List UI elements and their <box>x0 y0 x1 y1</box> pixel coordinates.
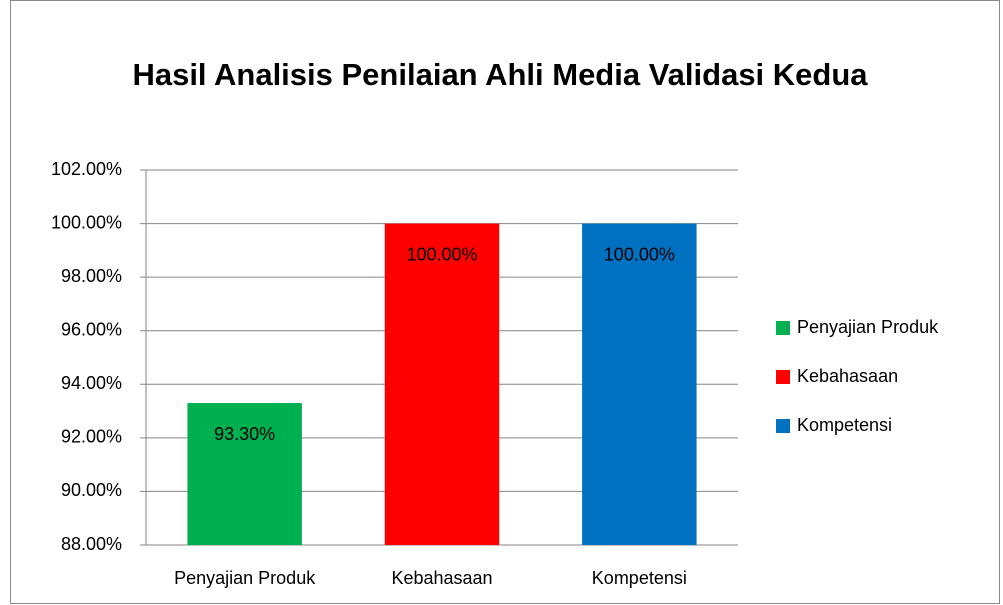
x-tick-label: Kompetensi <box>592 568 687 588</box>
legend-label: Kompetensi <box>797 415 892 435</box>
legend-label: Penyajian Produk <box>797 317 939 337</box>
bar <box>582 223 697 546</box>
data-label: 100.00% <box>604 244 675 264</box>
bar <box>384 223 500 546</box>
y-tick-label: 98.00% <box>61 266 122 286</box>
y-tick-label: 100.00% <box>51 212 122 232</box>
chart-title: Hasil Analisis Penilaian Ahli Media Vali… <box>132 57 868 92</box>
x-tick-label: Kebahasaan <box>391 568 492 588</box>
y-tick-label: 94.00% <box>61 373 122 393</box>
legend-swatch <box>776 370 790 384</box>
legend-swatch <box>776 321 790 335</box>
legend-swatch <box>776 419 790 433</box>
data-label: 100.00% <box>406 244 477 264</box>
legend-label: Kebahasaan <box>797 366 898 386</box>
y-tick-label: 90.00% <box>61 480 122 500</box>
y-tick-label: 92.00% <box>61 427 122 447</box>
y-tick-label: 102.00% <box>51 159 122 179</box>
bar <box>187 403 302 545</box>
x-tick-label: Penyajian Produk <box>174 568 316 588</box>
chart-border <box>10 0 1000 604</box>
y-tick-label: 88.00% <box>61 534 122 554</box>
y-tick-label: 96.00% <box>61 319 122 339</box>
data-label: 93.30% <box>214 424 275 444</box>
